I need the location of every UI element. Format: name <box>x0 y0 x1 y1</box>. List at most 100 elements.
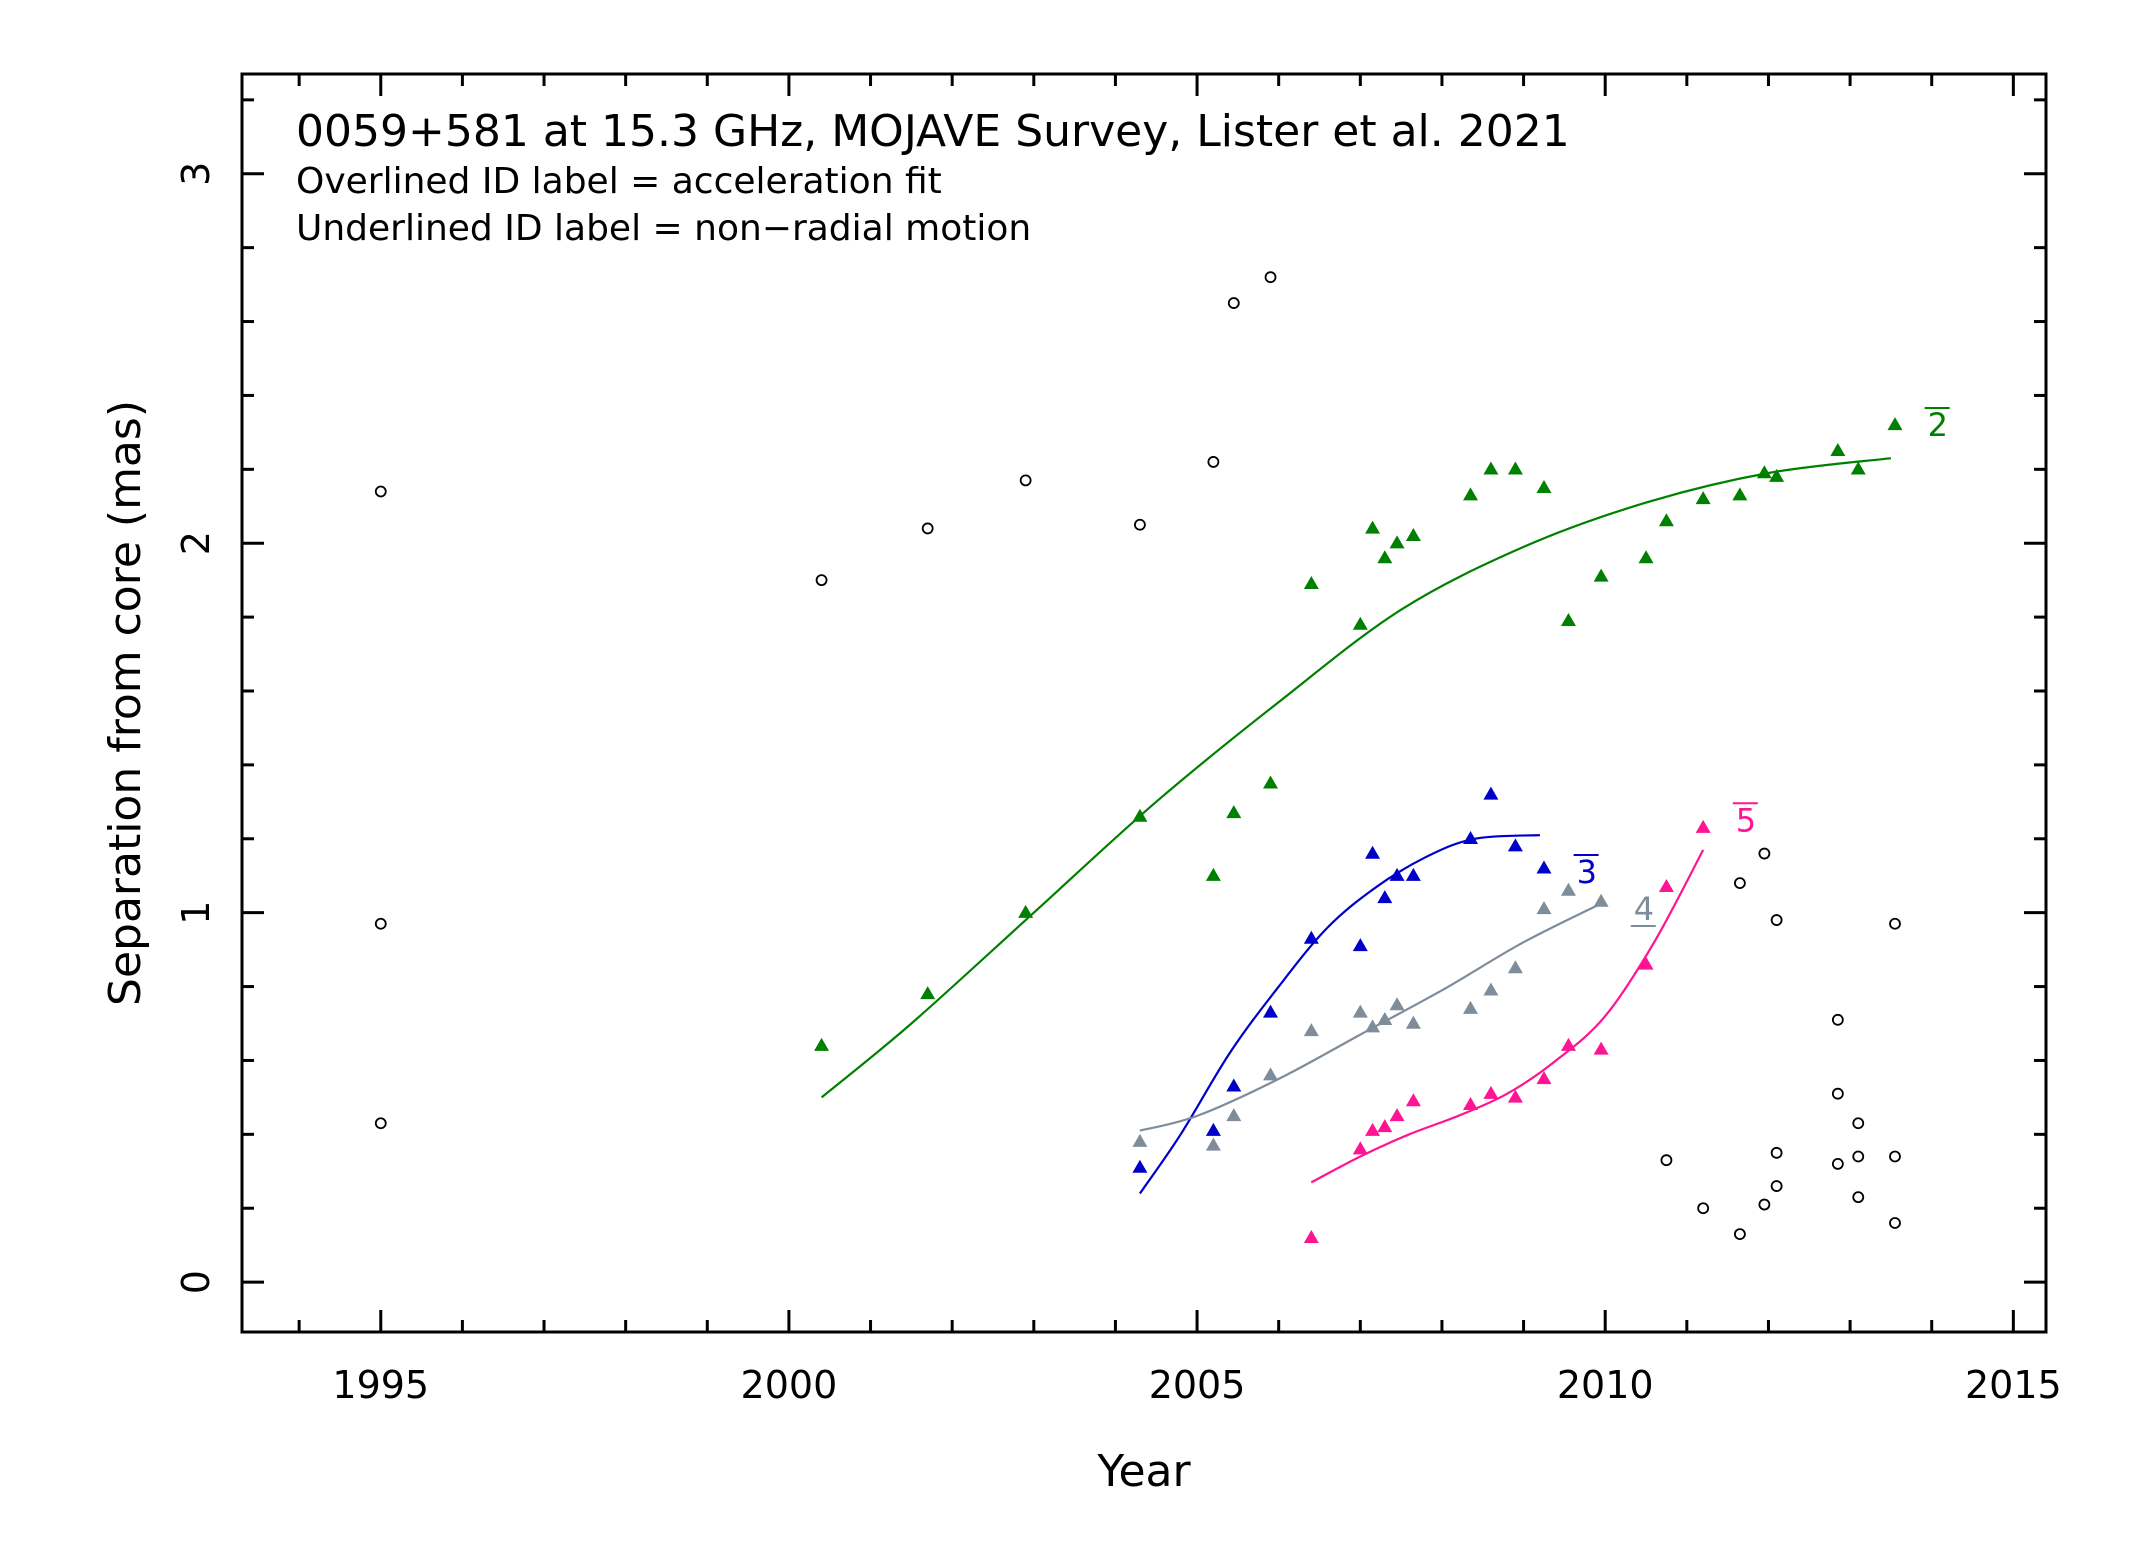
ticks-layer: 1995 2000 2005 2010 2015 0 1 2 3 <box>174 74 2062 1407</box>
data-point-2 <box>1463 487 1479 501</box>
data-point-unassigned <box>374 485 387 498</box>
series-label-5: 5 <box>1736 801 1756 839</box>
data-point-2 <box>1352 616 1368 630</box>
data-point-2 <box>1658 513 1674 527</box>
data-point-2 <box>920 986 936 1000</box>
y-tick-label: 0 <box>174 1270 218 1294</box>
data-point-3 <box>1536 860 1552 874</box>
data-point-2 <box>1389 535 1405 549</box>
x-tick-label: 2000 <box>741 1363 838 1407</box>
data-point-5 <box>1389 1108 1405 1122</box>
chart-note-overline: Overlined ID label = acceleration fit <box>296 161 942 202</box>
data-point-5 <box>1483 1085 1499 1099</box>
data-point-2 <box>1695 491 1711 505</box>
data-point-3 <box>1377 890 1393 904</box>
data-point-5 <box>1377 1119 1393 1133</box>
data-point-unassigned <box>374 1117 387 1130</box>
data-point-unassigned <box>1831 1013 1844 1026</box>
data-point-2 <box>1560 612 1576 626</box>
data-point-unassigned <box>1758 847 1771 860</box>
data-point-2 <box>1365 520 1381 534</box>
data-point-3 <box>1132 1159 1148 1173</box>
x-tick-label: 2015 <box>1965 1363 2062 1407</box>
data-point-2 <box>1405 528 1421 542</box>
data-point-2 <box>1769 468 1785 482</box>
y-tick-label: 3 <box>174 162 218 186</box>
data-point-unassigned <box>1889 917 1901 930</box>
data-point-unassigned <box>1758 1198 1771 1211</box>
data-point-5 <box>1507 1089 1523 1103</box>
data-point-unassigned <box>1697 1202 1710 1215</box>
data-point-unassigned <box>1019 474 1032 487</box>
data-point-5 <box>1638 956 1654 970</box>
y-axis-title: Separation from core (mas) <box>100 400 151 1006</box>
data-point-unassigned <box>1831 1157 1844 1170</box>
data-point-2 <box>1018 904 1034 918</box>
data-point-3 <box>1205 1122 1221 1136</box>
data-point-2 <box>814 1037 830 1051</box>
data-point-unassigned <box>374 917 387 930</box>
data-point-3 <box>1263 1004 1279 1018</box>
fit-curve-2 <box>820 457 1892 1099</box>
data-point-4 <box>1463 1000 1479 1014</box>
data-point-4 <box>1405 1015 1421 1029</box>
data-point-3 <box>1405 867 1421 881</box>
data-point-unassigned <box>1733 1228 1746 1240</box>
data-point-2 <box>1593 568 1609 582</box>
data-point-5 <box>1365 1122 1381 1136</box>
data-point-5 <box>1405 1093 1421 1107</box>
data-point-unassigned <box>1227 297 1240 309</box>
fit-curve-5 <box>1310 849 1705 1184</box>
labels-layer: 2 34 5 <box>1573 406 1950 928</box>
fits-layer <box>820 457 1892 1195</box>
fit-curve-4 <box>1139 900 1606 1132</box>
series-label-4: 4 <box>1634 890 1654 928</box>
fit-curve-3 <box>1138 834 1540 1195</box>
data-point-unassigned <box>1831 1087 1844 1100</box>
data-point-3 <box>1389 867 1405 881</box>
data-point-2 <box>1483 461 1499 475</box>
data-point-4 <box>1132 1133 1148 1147</box>
data-point-4 <box>1226 1108 1242 1122</box>
data-point-3 <box>1303 930 1319 944</box>
data-point-2 <box>1377 550 1393 564</box>
data-point-3 <box>1483 786 1499 800</box>
data-point-5 <box>1352 1141 1368 1155</box>
x-tick-label: 2010 <box>1557 1363 1654 1407</box>
data-point-2 <box>1887 417 1903 431</box>
data-point-2 <box>1303 576 1319 590</box>
data-point-3 <box>1226 1078 1242 1092</box>
chart-note-underline: Underlined ID label = non−radial motion <box>296 208 1031 249</box>
data-point-unassigned <box>815 574 828 587</box>
data-point-4 <box>1483 982 1499 996</box>
data-point-unassigned <box>1770 1146 1783 1159</box>
data-point-4 <box>1377 1012 1393 1026</box>
points-layer <box>374 271 1903 1243</box>
data-point-unassigned <box>1733 877 1746 890</box>
data-point-unassigned <box>1852 1191 1865 1204</box>
data-point-5 <box>1463 1096 1479 1110</box>
data-point-unassigned <box>1207 456 1220 468</box>
series-label-3: 3 <box>1577 853 1597 891</box>
data-point-4 <box>1365 1019 1381 1033</box>
data-point-4 <box>1205 1137 1221 1151</box>
data-point-2 <box>1830 443 1846 457</box>
data-point-5 <box>1560 1037 1576 1051</box>
data-point-2 <box>1226 805 1242 819</box>
data-point-2 <box>1132 808 1148 822</box>
data-point-unassigned <box>1852 1117 1865 1130</box>
data-point-4 <box>1560 882 1576 896</box>
data-point-unassigned <box>1770 914 1783 926</box>
chart-title: 0059+581 at 15.3 GHz, MOJAVE Survey, Lis… <box>296 106 1570 157</box>
data-point-2 <box>1732 487 1748 501</box>
data-point-unassigned <box>1660 1154 1673 1167</box>
data-point-unassigned <box>1889 1217 1901 1229</box>
data-point-4 <box>1303 1023 1319 1037</box>
y-tick-label: 1 <box>174 901 218 925</box>
data-point-unassigned <box>1134 518 1146 531</box>
y-tick-label: 2 <box>174 531 218 555</box>
data-point-unassigned <box>1264 271 1277 284</box>
data-point-4 <box>1389 997 1405 1011</box>
data-point-2 <box>1263 775 1279 789</box>
